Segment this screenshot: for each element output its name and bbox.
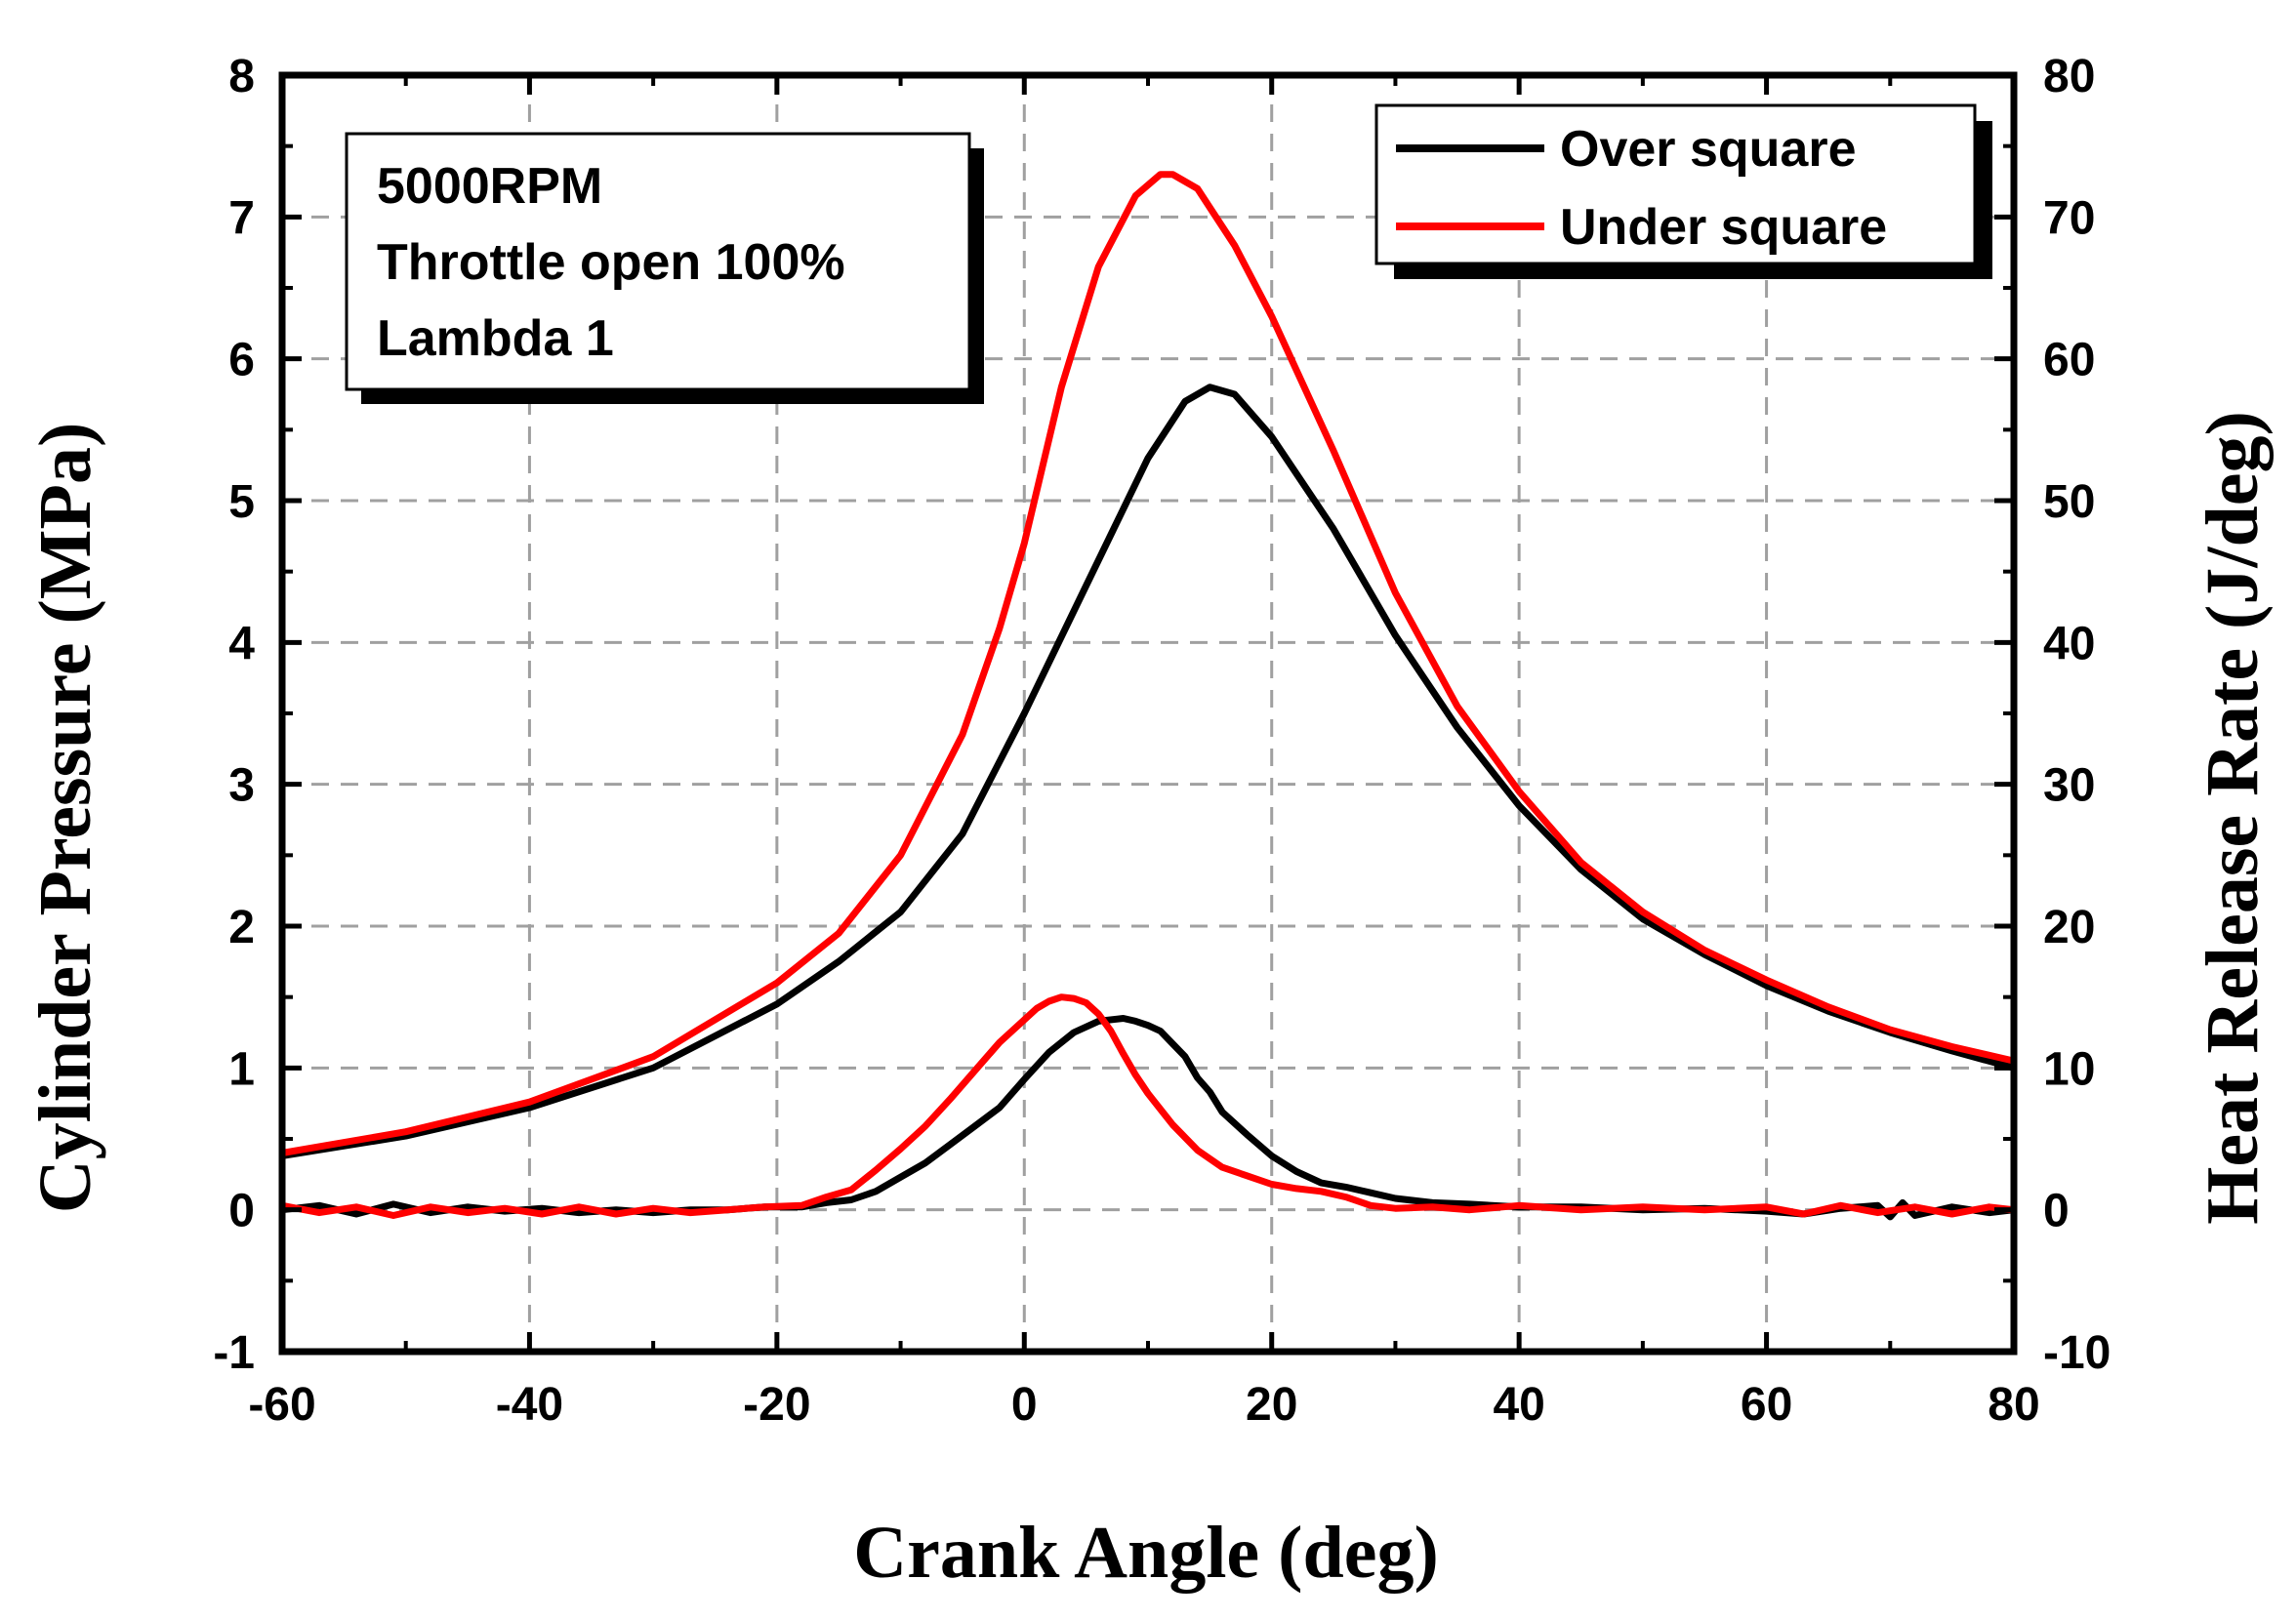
y-right-tick-label: 10 [2043, 1043, 2095, 1095]
y-right-tick-label: 40 [2043, 618, 2095, 669]
legend-label-over-square: Over square [1560, 121, 1857, 178]
axis-ticks: -60 -40 -20 0 20 40 60 80-1012345678-1001020304… [213, 51, 2111, 1431]
y-right-tick-label: 30 [2043, 760, 2095, 812]
y-left-tick-label: 3 [228, 760, 255, 812]
y-left-tick-label: 2 [228, 902, 255, 953]
x-tick-label: 60 [1741, 1379, 1792, 1431]
y-left-tick-label: 7 [228, 192, 255, 244]
y-right-tick-label: 50 [2043, 476, 2095, 528]
under-square-pressure-line [278, 171, 2018, 1156]
x-axis-title: Crank Angle (deg) [853, 1512, 1439, 1594]
y-right-tick-label: 80 [2043, 51, 2095, 102]
legend: Over square Under square [1374, 103, 1992, 279]
y-left-tick-label: 1 [228, 1043, 255, 1095]
y-left-tick-label: 5 [228, 476, 255, 528]
legend-frame [1374, 103, 1977, 265]
legend-label-under-square: Under square [1560, 199, 1887, 256]
y-axis-left-title: Cylinder Pressure (MPa) [24, 423, 106, 1214]
info-throttle: Throttle open 100% [377, 234, 845, 291]
y-left-tick-label: 8 [228, 51, 255, 102]
grid [282, 75, 2014, 1352]
x-tick-label: 0 [1011, 1379, 1038, 1431]
x-tick-label: -40 [496, 1379, 563, 1431]
x-tick-label: 20 [1246, 1379, 1297, 1431]
y-right-tick-label: 60 [2043, 335, 2095, 386]
info-box-frame [345, 132, 971, 391]
y-right-tick-label: 0 [2043, 1186, 2070, 1237]
y-axis-right-title: Heat Release Rate (J/deg) [2192, 411, 2274, 1225]
over-square-pressure-line [278, 384, 2018, 1159]
series-lines [278, 171, 2018, 1221]
y-right-tick-label: -10 [2043, 1327, 2111, 1379]
info-box: 5000RPM Throttle open 100% Lambda 1 [345, 132, 984, 404]
x-tick-label: 40 [1493, 1379, 1544, 1431]
x-tick-label: -20 [743, 1379, 810, 1431]
y-left-tick-label: 0 [228, 1186, 255, 1237]
under-square-heat-release-rate-line [278, 993, 2018, 1219]
x-tick-label: -60 [248, 1379, 315, 1431]
y-left-tick-label: -1 [213, 1327, 255, 1379]
y-left-tick-label: 4 [228, 618, 255, 669]
info-lambda: Lambda 1 [377, 310, 614, 367]
y-right-tick-label: 20 [2043, 902, 2095, 953]
info-rpm: 5000RPM [377, 158, 602, 215]
x-tick-label: 80 [1988, 1379, 2039, 1431]
y-right-tick-label: 70 [2043, 192, 2095, 244]
y-left-tick-label: 6 [228, 335, 255, 386]
